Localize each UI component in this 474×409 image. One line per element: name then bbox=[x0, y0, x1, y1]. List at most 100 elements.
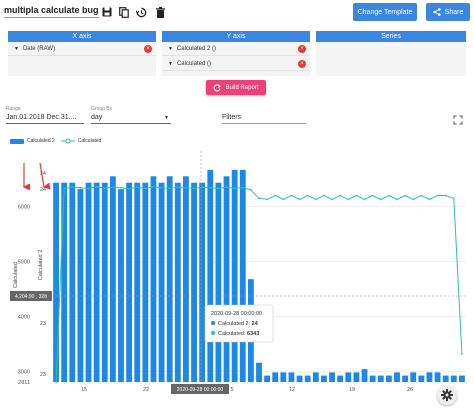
bar[interactable] bbox=[418, 375, 425, 382]
bar[interactable] bbox=[442, 375, 449, 382]
line-point[interactable] bbox=[79, 186, 82, 189]
bar[interactable] bbox=[126, 182, 133, 382]
line-point[interactable] bbox=[217, 187, 220, 190]
fullscreen-icon[interactable] bbox=[453, 115, 463, 125]
bar[interactable] bbox=[410, 372, 417, 382]
bar[interactable] bbox=[199, 182, 206, 382]
line-point[interactable] bbox=[176, 186, 179, 189]
line-point[interactable] bbox=[95, 185, 98, 188]
y-axis-field[interactable]: ▼ Calculated () × bbox=[162, 57, 310, 71]
bar[interactable] bbox=[61, 182, 68, 382]
caret-down-icon[interactable]: ▼ bbox=[168, 60, 173, 67]
line-point[interactable] bbox=[160, 186, 163, 189]
line-point[interactable] bbox=[290, 194, 293, 197]
bar[interactable] bbox=[134, 182, 141, 382]
line-point[interactable] bbox=[225, 186, 228, 189]
bar[interactable] bbox=[85, 182, 92, 382]
bar[interactable] bbox=[207, 169, 214, 382]
bar[interactable] bbox=[215, 182, 222, 382]
line-point[interactable] bbox=[87, 187, 90, 190]
line-point[interactable] bbox=[193, 187, 195, 190]
line-point[interactable] bbox=[266, 198, 269, 201]
line-point[interactable] bbox=[396, 198, 398, 201]
line-point[interactable] bbox=[363, 198, 366, 201]
line-point[interactable] bbox=[314, 198, 317, 201]
bar[interactable] bbox=[434, 372, 441, 382]
group-by-select[interactable]: day ▼ bbox=[91, 114, 171, 124]
caret-down-icon[interactable]: ▼ bbox=[14, 45, 19, 52]
line-point[interactable] bbox=[461, 353, 463, 355]
bar[interactable] bbox=[272, 372, 279, 382]
line-point[interactable] bbox=[282, 198, 285, 201]
x-axis-drop-zone[interactable]: ▼ Date (RAW) × bbox=[8, 42, 156, 76]
line-point[interactable] bbox=[444, 194, 447, 197]
bar[interactable] bbox=[142, 182, 149, 382]
bar[interactable] bbox=[337, 375, 344, 382]
bar[interactable] bbox=[174, 182, 181, 382]
bar[interactable] bbox=[231, 169, 238, 382]
line-point[interactable] bbox=[152, 185, 155, 188]
line-point[interactable] bbox=[331, 198, 333, 201]
bar[interactable] bbox=[377, 375, 384, 382]
bar[interactable] bbox=[166, 176, 173, 382]
line-point[interactable] bbox=[120, 186, 122, 189]
remove-field-icon[interactable]: × bbox=[298, 45, 306, 53]
series-drop-zone[interactable] bbox=[316, 42, 466, 76]
remove-field-icon[interactable]: × bbox=[298, 60, 306, 68]
line-point[interactable] bbox=[436, 194, 439, 197]
line-point[interactable] bbox=[404, 194, 407, 197]
caret-down-icon[interactable]: ▼ bbox=[168, 45, 173, 52]
line-point[interactable] bbox=[111, 186, 114, 189]
report-title[interactable]: multipla calculate bug bbox=[4, 5, 99, 18]
line-point[interactable] bbox=[274, 194, 277, 197]
line-point[interactable] bbox=[379, 198, 382, 201]
bar[interactable] bbox=[321, 375, 327, 382]
settings-button[interactable] bbox=[437, 385, 457, 405]
line-point[interactable] bbox=[168, 187, 171, 190]
bar[interactable] bbox=[353, 372, 360, 382]
bar[interactable] bbox=[329, 372, 335, 382]
line-point[interactable] bbox=[258, 197, 260, 200]
remove-field-icon[interactable]: × bbox=[144, 45, 152, 53]
line-point[interactable] bbox=[209, 186, 212, 189]
line-point[interactable] bbox=[249, 189, 252, 191]
bar[interactable] bbox=[239, 169, 246, 382]
bar[interactable] bbox=[109, 176, 116, 382]
bar[interactable] bbox=[118, 189, 124, 382]
line-point[interactable] bbox=[452, 197, 455, 200]
line-point[interactable] bbox=[298, 198, 301, 201]
bar[interactable] bbox=[345, 372, 352, 382]
line-point[interactable] bbox=[339, 194, 342, 197]
save-icon[interactable] bbox=[100, 5, 114, 19]
line-point[interactable] bbox=[306, 194, 309, 197]
bar[interactable] bbox=[385, 375, 392, 382]
bar[interactable] bbox=[150, 176, 157, 382]
bar[interactable] bbox=[101, 182, 108, 382]
line-point[interactable] bbox=[428, 198, 431, 201]
copy-icon[interactable] bbox=[117, 5, 131, 19]
bar[interactable] bbox=[402, 375, 409, 382]
bar[interactable] bbox=[312, 372, 319, 382]
bar[interactable] bbox=[93, 182, 100, 382]
line-point[interactable] bbox=[136, 186, 139, 189]
line-point[interactable] bbox=[144, 187, 147, 190]
bar[interactable] bbox=[77, 189, 84, 382]
bar[interactable] bbox=[158, 182, 165, 382]
bar[interactable] bbox=[426, 372, 433, 382]
line-point[interactable] bbox=[233, 187, 236, 190]
line-point[interactable] bbox=[71, 186, 74, 189]
line-point[interactable] bbox=[128, 188, 131, 190]
legend-item-calculated-2[interactable]: Calculated 2 bbox=[10, 138, 55, 144]
share-button[interactable]: Share bbox=[426, 3, 470, 21]
trash-icon[interactable] bbox=[153, 5, 167, 19]
bar[interactable] bbox=[304, 375, 311, 382]
bar[interactable] bbox=[288, 372, 295, 382]
line-point[interactable] bbox=[201, 186, 204, 189]
bar[interactable] bbox=[223, 176, 230, 382]
line-point[interactable] bbox=[387, 194, 390, 197]
bar[interactable] bbox=[191, 182, 197, 382]
line-point[interactable] bbox=[241, 186, 244, 189]
line-point[interactable] bbox=[103, 187, 106, 190]
bar[interactable] bbox=[459, 375, 465, 382]
line-point[interactable] bbox=[55, 381, 57, 383]
